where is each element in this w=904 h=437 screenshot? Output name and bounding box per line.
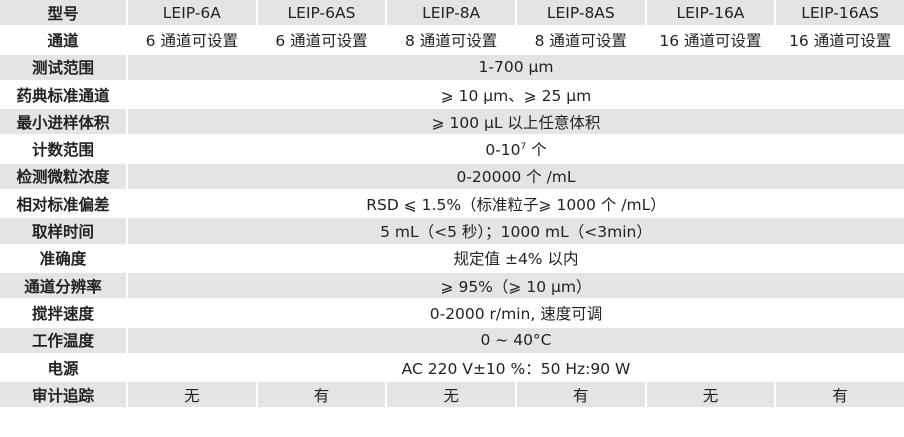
spec-row: 药典标准通道 ⩾ 10 μm、⩾ 25 μm	[0, 82, 904, 107]
value-cell: 5 mL（<5 秒）；1000 mL（<3min）	[128, 218, 904, 244]
spec-row: 通道分辨率 ⩾ 95%（⩾ 10 μm）	[0, 272, 904, 299]
value-cell: ⩾ 95%（⩾ 10 μm）	[128, 272, 904, 299]
value-cell: 0-20000 个 /mL	[128, 163, 904, 190]
spec-table: 型号 LEIP-6A LEIP-6AS LEIP-8A LEIP-8AS LEI…	[0, 0, 904, 408]
row-label: 计数范围	[31, 141, 94, 160]
channels-row: 通道 6 通道可设置 6 通道可设置 8 通道可设置 8 通道可设置 16 通道…	[0, 27, 904, 52]
value-cell: 有	[776, 382, 904, 408]
spec-row: 取样时间 5 mL（<5 秒）；1000 mL（<3min）	[0, 218, 904, 244]
value-cell: 16 通道可设置	[789, 31, 892, 50]
spec-row: 工作温度 0 ~ 40°C	[0, 327, 904, 353]
spec-row: 准确度 规定值 ±4% 以内	[0, 246, 904, 271]
row-label: 准确度	[39, 250, 87, 269]
header-row: 型号 LEIP-6A LEIP-6AS LEIP-8A LEIP-8AS LEI…	[0, 0, 904, 26]
value-cell: 6 通道可设置	[145, 31, 238, 50]
model-cell: LEIP-16A	[646, 0, 775, 26]
row-label: 药典标准通道	[16, 86, 110, 105]
spec-row: 测试范围 1-700 μm	[0, 54, 904, 80]
spec-row: 电源 AC 220 V±10 %：50 Hz:90 W	[0, 355, 904, 380]
value-cell: 16 通道可设置	[659, 31, 762, 50]
row-label: 检测微粒浓度	[0, 163, 126, 190]
row-label: 工作温度	[0, 327, 126, 353]
value-cell: 无	[387, 382, 515, 408]
value-cell: AC 220 V±10 %：50 Hz:90 W	[401, 359, 631, 378]
value-cell: 0-107 个	[128, 136, 904, 161]
row-label: 审计追踪	[0, 382, 126, 408]
value-cell: RSD ⩽ 1.5%（标准粒子⩾ 1000 个 /mL）	[366, 195, 666, 214]
count-range-exponent: 7	[520, 141, 527, 152]
value-cell: 1-700 μm	[128, 54, 904, 80]
spec-row: 计数范围 0-107 个	[0, 136, 904, 161]
value-cell: 无	[128, 382, 256, 408]
value-cell: 0 ~ 40°C	[128, 327, 904, 353]
spec-row: 搅拌速度 0-2000 r/min, 速度可调	[0, 300, 904, 325]
value-cell: 无	[646, 382, 775, 408]
value-cell: 8 通道可设置	[404, 31, 498, 50]
audit-row: 审计追踪 无 有 无 有 无 有	[0, 382, 904, 408]
spec-row: 最小进样体积 ⩾ 100 μL 以上任意体积	[0, 109, 904, 135]
model-cell: LEIP-6A	[128, 0, 256, 26]
row-label: 相对标准偏差	[16, 195, 110, 214]
row-label: 测试范围	[0, 54, 126, 80]
value-cell: 6 通道可设置	[275, 31, 368, 50]
value-cell: 8 通道可设置	[534, 31, 627, 50]
row-label: 取样时间	[0, 218, 126, 244]
value-cell: 有	[257, 382, 386, 408]
row-label: 型号	[0, 0, 126, 26]
model-cell: LEIP-6AS	[257, 0, 386, 26]
count-range-unit: 个	[526, 141, 547, 160]
model-cell: LEIP-16AS	[776, 0, 904, 26]
model-cell: LEIP-8AS	[516, 0, 645, 26]
value-cell: 有	[516, 382, 645, 408]
value-cell: 规定值 ±4% 以内	[453, 250, 579, 269]
value-cell: 0-2000 r/min, 速度可调	[429, 304, 603, 323]
row-label: 通道	[47, 31, 79, 50]
value-cell: ⩾ 10 μm、⩾ 25 μm	[440, 86, 592, 105]
value-cell: ⩾ 100 μL 以上任意体积	[128, 109, 904, 135]
row-label: 搅拌速度	[31, 304, 94, 323]
model-cell: LEIP-8A	[387, 0, 515, 26]
spec-row: 检测微粒浓度 0-20000 个 /mL	[0, 163, 904, 190]
count-range-base: 0-10	[485, 141, 521, 160]
row-label: 电源	[47, 359, 79, 378]
spec-row: 相对标准偏差 RSD ⩽ 1.5%（标准粒子⩾ 1000 个 /mL）	[0, 191, 904, 216]
row-label: 最小进样体积	[0, 109, 126, 135]
row-label: 通道分辨率	[0, 272, 126, 299]
